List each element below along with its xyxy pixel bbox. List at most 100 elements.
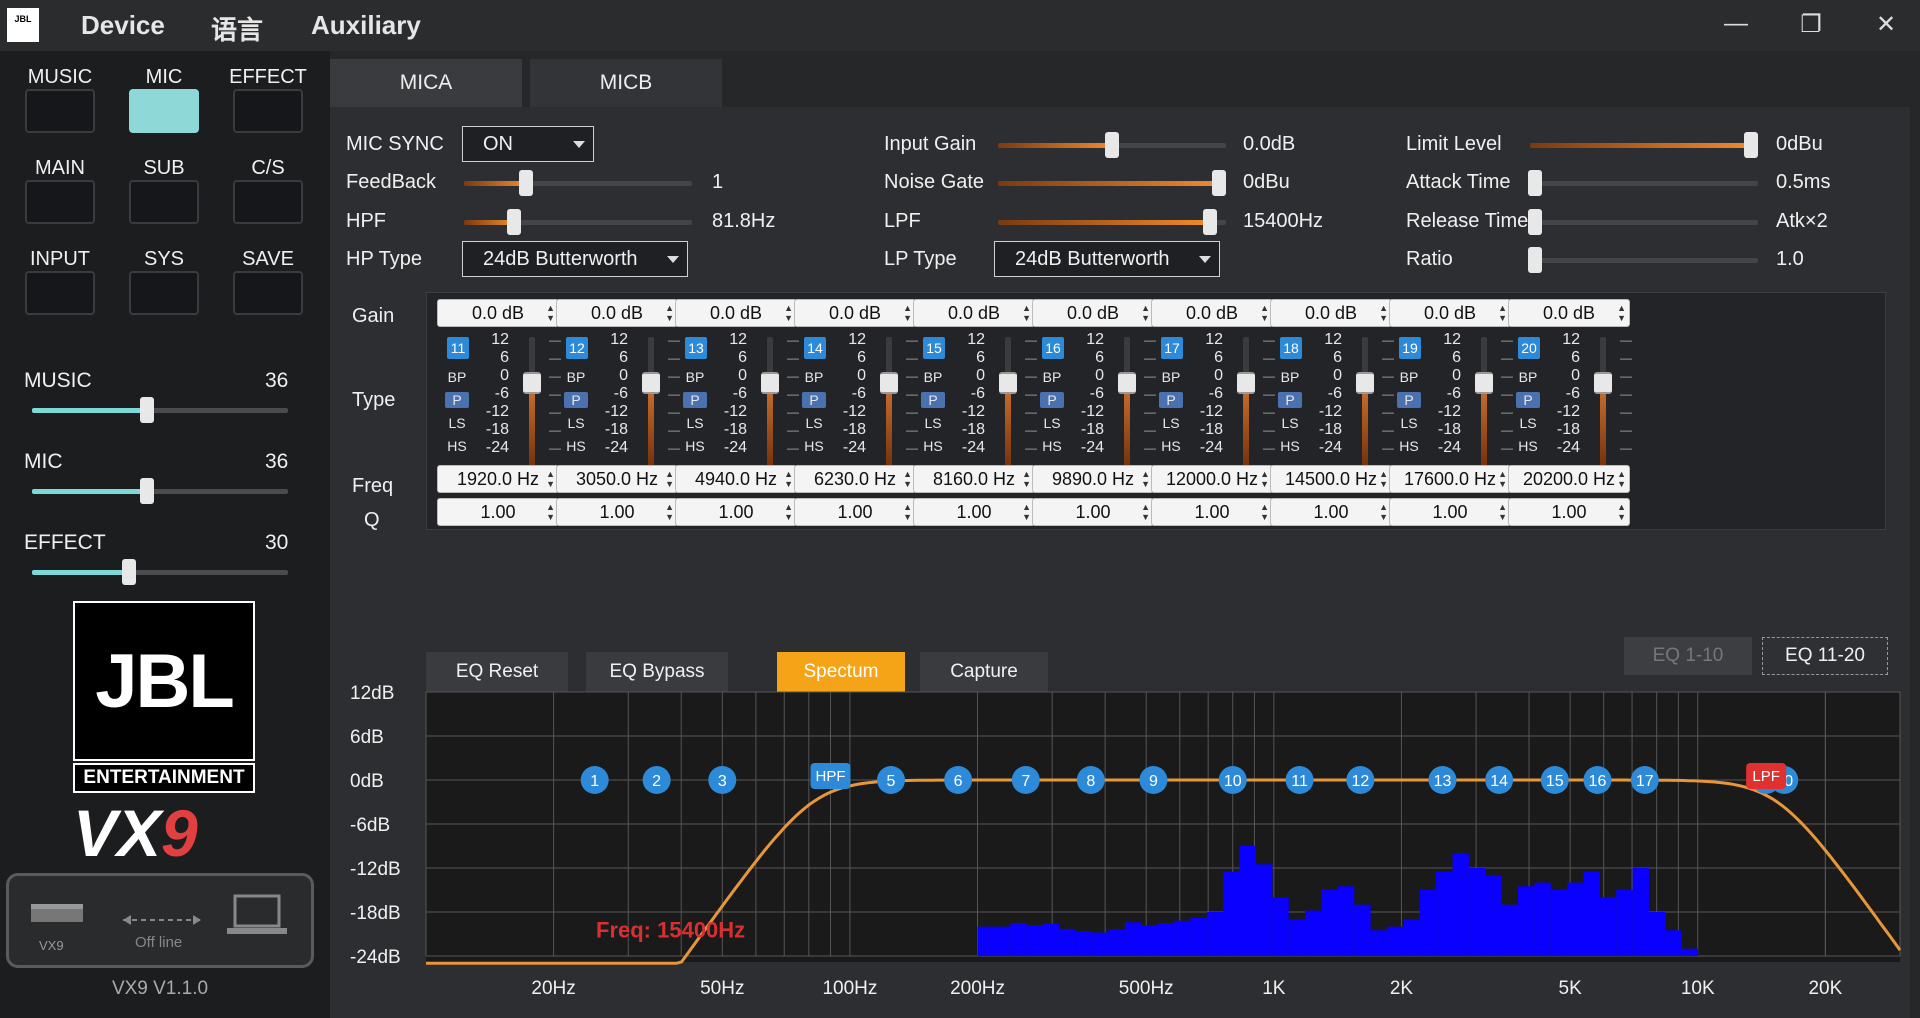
spin-arrows-icon[interactable]: ▲ ▼: [1379, 303, 1388, 323]
eq-gain-fader[interactable]: [648, 337, 654, 477]
noise-gate-slider-thumb[interactable]: [1212, 170, 1227, 196]
spin-arrows-icon[interactable]: ▲ ▼: [903, 502, 912, 522]
spin-arrows-icon[interactable]: ▲ ▼: [546, 303, 555, 323]
eq-type-bp-option[interactable]: BP: [685, 369, 705, 385]
eq-q-spinbox[interactable]: 1.00 ▲ ▼: [437, 498, 559, 526]
spin-arrows-icon[interactable]: ▲ ▼: [546, 502, 555, 522]
eq-type-hs-option[interactable]: HS: [1518, 438, 1538, 454]
eq-gain-fader-thumb[interactable]: [880, 372, 898, 394]
eq-type-p-option[interactable]: P: [1278, 392, 1302, 408]
eq-freq-spinbox[interactable]: 14500.0 Hz ▲ ▼: [1270, 465, 1392, 493]
eq-bypass-button[interactable]: EQ Bypass: [586, 652, 728, 692]
eq-type-bp-option[interactable]: BP: [804, 369, 824, 385]
spin-arrows-icon[interactable]: ▲ ▼: [1617, 469, 1626, 489]
eq-type-bp-option[interactable]: BP: [566, 369, 586, 385]
input-gain-slider[interactable]: [998, 132, 1226, 158]
spin-arrows-icon[interactable]: ▲ ▼: [1260, 469, 1269, 489]
eq-type-p-option[interactable]: P: [1397, 392, 1421, 408]
eq-freq-spinbox[interactable]: 1920.0 Hz ▲ ▼: [437, 465, 559, 493]
spin-arrows-icon[interactable]: ▲ ▼: [1022, 303, 1031, 323]
music-volume-slider[interactable]: [32, 397, 288, 423]
attack-time-slider[interactable]: [1528, 170, 1758, 196]
limit-level-slider-thumb[interactable]: [1744, 132, 1759, 158]
eq-type-bp-option[interactable]: BP: [1518, 369, 1538, 385]
eq-freq-spinbox[interactable]: 9890.0 Hz ▲ ▼: [1032, 465, 1154, 493]
spin-arrows-icon[interactable]: ▲ ▼: [1022, 502, 1031, 522]
spin-arrows-icon[interactable]: ▲ ▼: [784, 469, 793, 489]
eq-freq-spinbox[interactable]: 3050.0 Hz ▲ ▼: [556, 465, 678, 493]
eq-gain-fader[interactable]: [1362, 337, 1368, 477]
eq-gain-spinbox[interactable]: 0.0 dB ▲ ▼: [913, 299, 1035, 327]
spin-arrows-icon[interactable]: ▲ ▼: [1498, 469, 1507, 489]
eq-type-bp-option[interactable]: BP: [1399, 369, 1419, 385]
save-button[interactable]: [233, 271, 303, 315]
eq-gain-spinbox[interactable]: 0.0 dB ▲ ▼: [556, 299, 678, 327]
eq-q-spinbox[interactable]: 1.00 ▲ ▼: [1032, 498, 1154, 526]
eq-q-spinbox[interactable]: 1.00 ▲ ▼: [675, 498, 797, 526]
eq-type-p-option[interactable]: P: [1516, 392, 1540, 408]
restore-icon[interactable]: ❐: [1800, 11, 1822, 38]
eq-q-spinbox[interactable]: 1.00 ▲ ▼: [794, 498, 916, 526]
eq-q-spinbox[interactable]: 1.00 ▲ ▼: [556, 498, 678, 526]
lpf-slider[interactable]: [998, 209, 1226, 235]
mic-volume-slider[interactable]: [32, 478, 288, 504]
minimize-icon[interactable]: —: [1724, 10, 1748, 37]
eq-gain-fader-thumb[interactable]: [1237, 372, 1255, 394]
spin-arrows-icon[interactable]: ▲ ▼: [1260, 502, 1269, 522]
eq-type-bp-option[interactable]: BP: [447, 369, 467, 385]
eq-gain-spinbox[interactable]: 0.0 dB ▲ ▼: [675, 299, 797, 327]
eq-q-spinbox[interactable]: 1.00 ▲ ▼: [913, 498, 1035, 526]
eq-gain-fader[interactable]: [1243, 337, 1249, 477]
menu-device[interactable]: Device: [81, 10, 165, 40]
eq-type-hs-option[interactable]: HS: [1399, 438, 1419, 454]
spin-arrows-icon[interactable]: ▲ ▼: [1260, 303, 1269, 323]
eq-type-p-option[interactable]: P: [683, 392, 707, 408]
eq-type-p-option[interactable]: P: [921, 392, 945, 408]
eq-page-11-20-button[interactable]: EQ 11-20: [1762, 637, 1888, 675]
eq-type-bp-option[interactable]: BP: [1280, 369, 1300, 385]
eq-freq-spinbox[interactable]: 8160.0 Hz ▲ ▼: [913, 465, 1035, 493]
attack-time-slider-thumb[interactable]: [1528, 170, 1542, 196]
lp-type-dropdown[interactable]: 24dB Butterworth: [994, 241, 1220, 277]
eq-gain-fader[interactable]: [1124, 337, 1130, 477]
eq-q-spinbox[interactable]: 1.00 ▲ ▼: [1151, 498, 1273, 526]
spin-arrows-icon[interactable]: ▲ ▼: [1022, 469, 1031, 489]
eq-type-p-option[interactable]: P: [564, 392, 588, 408]
hpf-slider[interactable]: [464, 209, 692, 235]
ratio-slider[interactable]: [1528, 247, 1758, 273]
eq-page-1-10-button[interactable]: EQ 1-10: [1624, 637, 1752, 675]
eq-type-ls-option[interactable]: LS: [924, 415, 942, 431]
eq-type-ls-option[interactable]: LS: [567, 415, 585, 431]
eq-type-ls-option[interactable]: LS: [1162, 415, 1180, 431]
eq-freq-spinbox[interactable]: 6230.0 Hz ▲ ▼: [794, 465, 916, 493]
spin-arrows-icon[interactable]: ▲ ▼: [1379, 502, 1388, 522]
eq-type-hs-option[interactable]: HS: [1280, 438, 1300, 454]
spin-arrows-icon[interactable]: ▲ ▼: [1617, 502, 1626, 522]
hpf-slider-thumb[interactable]: [507, 209, 522, 235]
eq-type-hs-option[interactable]: HS: [1042, 438, 1062, 454]
eq-type-bp-option[interactable]: BP: [923, 369, 943, 385]
sys-button[interactable]: [129, 271, 199, 315]
eq-type-ls-option[interactable]: LS: [1281, 415, 1299, 431]
mic-sync-dropdown[interactable]: ON: [462, 126, 594, 162]
spin-arrows-icon[interactable]: ▲ ▼: [784, 303, 793, 323]
eq-type-ls-option[interactable]: LS: [1519, 415, 1537, 431]
eq-type-hs-option[interactable]: HS: [685, 438, 705, 454]
capture-button[interactable]: Capture: [920, 652, 1048, 692]
spin-arrows-icon[interactable]: ▲ ▼: [1141, 469, 1150, 489]
tab-micb[interactable]: MICB: [530, 59, 722, 107]
eq-type-p-option[interactable]: P: [445, 392, 469, 408]
eq-type-bp-option[interactable]: BP: [1042, 369, 1062, 385]
spin-arrows-icon[interactable]: ▲ ▼: [665, 469, 674, 489]
mic-volume-thumb[interactable]: [140, 478, 155, 504]
eq-q-spinbox[interactable]: 1.00 ▲ ▼: [1508, 498, 1630, 526]
eq-gain-spinbox[interactable]: 0.0 dB ▲ ▼: [1508, 299, 1630, 327]
effect-button[interactable]: [233, 89, 303, 133]
sub-button[interactable]: [129, 180, 199, 224]
eq-gain-spinbox[interactable]: 0.0 dB ▲ ▼: [1151, 299, 1273, 327]
eq-gain-fader-thumb[interactable]: [1594, 372, 1612, 394]
input-gain-slider-thumb[interactable]: [1105, 132, 1119, 158]
spin-arrows-icon[interactable]: ▲ ▼: [1498, 303, 1507, 323]
eq-gain-fader-thumb[interactable]: [1475, 372, 1493, 394]
